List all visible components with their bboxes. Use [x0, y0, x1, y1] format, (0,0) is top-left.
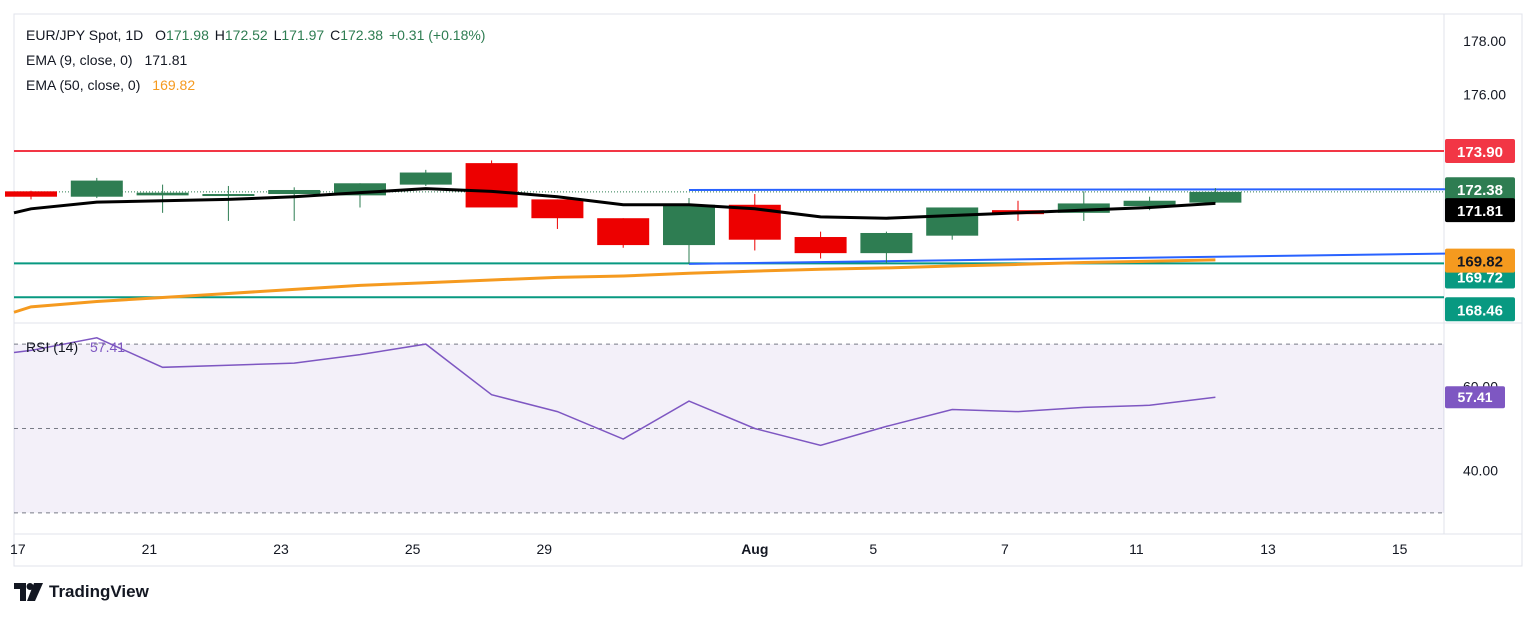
ema9-label: EMA (9, close, 0) — [26, 52, 133, 68]
ema50-line — [13, 258, 1216, 314]
time-tick-label: 15 — [1392, 541, 1408, 557]
candle-body — [1057, 203, 1110, 213]
brand-logo[interactable]: TradingView — [14, 582, 149, 602]
low-label: L — [273, 27, 282, 43]
ema50-value: 169.82 — [152, 77, 196, 93]
close-label: C — [330, 27, 341, 43]
time-tick-label: 5 — [869, 541, 877, 557]
time-tick-label: 23 — [273, 541, 289, 557]
ema50-legend: EMA (50, close, 0) 169.82 — [26, 77, 197, 93]
candle-body — [663, 204, 715, 246]
time-tick-label: 29 — [536, 541, 552, 557]
symbol-legend: EUR/JPY Spot, 1D O171.98 H172.52 L171.97… — [26, 27, 487, 43]
rsi-legend: RSI (14) 57.41 — [26, 339, 127, 355]
time-tick-label: 13 — [1260, 541, 1276, 557]
candle-body — [465, 163, 518, 208]
symbol-name: EUR/JPY Spot, 1D — [26, 27, 144, 43]
candle-body — [268, 189, 321, 195]
price-close-tag — [1445, 177, 1515, 202]
rsi-value-tag — [1445, 386, 1505, 409]
rsi-label: RSI (14) — [26, 339, 79, 355]
high-label: H — [214, 27, 225, 43]
rsi-tick-label: 40.00 — [1463, 463, 1498, 479]
time-tick-label: Aug — [741, 541, 768, 557]
candle-body — [531, 199, 584, 219]
rsi-value-tag-label: 57.41 — [1457, 389, 1492, 405]
time-tick-label: 17 — [10, 541, 26, 557]
channel-upper-line — [688, 188, 1479, 191]
candle-body — [926, 207, 979, 236]
rsi-value: 57.41 — [90, 339, 126, 355]
price-close-tag-label: 172.38 — [1457, 182, 1503, 199]
price-ema50-tag-label: 169.82 — [1457, 254, 1503, 271]
chart-frame — [13, 13, 1523, 567]
price-tick-label: 176.00 — [1463, 87, 1506, 103]
candle-body — [399, 172, 452, 185]
open-value: 171.98 — [166, 27, 209, 43]
ema9-legend: EMA (9, close, 0) 171.81 — [26, 52, 189, 68]
price-tick-label: 178.00 — [1463, 33, 1506, 49]
level-2-tag-label: 168.46 — [1457, 302, 1503, 319]
level-1-tag-label: 169.72 — [1457, 270, 1503, 287]
time-tick-label: 11 — [1129, 541, 1144, 557]
candle-body — [597, 218, 650, 246]
level-0-tag-label: 173.90 — [1457, 144, 1503, 161]
candle-body — [860, 232, 913, 254]
level-0-tag — [1445, 139, 1515, 164]
candle-body — [794, 237, 847, 254]
price-ema9-tag-label: 171.81 — [1457, 203, 1503, 220]
open-label: O — [155, 27, 167, 43]
low-value: 171.97 — [281, 27, 325, 43]
level-2-tag — [1445, 297, 1515, 322]
price-ema50-tag — [1445, 248, 1515, 273]
brand-name: TradingView — [49, 582, 149, 601]
candle-body — [70, 180, 123, 197]
tradingview-logo-icon — [14, 583, 43, 601]
time-tick-label: 7 — [1001, 541, 1009, 557]
price-ema9-tag — [1445, 198, 1515, 223]
price-pane — [5, 150, 1479, 314]
high-value: 172.52 — [224, 27, 268, 43]
rsi-pane — [13, 336, 1444, 514]
ema9-value: 171.81 — [144, 52, 188, 68]
candle-body — [1189, 191, 1242, 203]
time-tick-label: 25 — [405, 541, 421, 557]
time-tick-label: 21 — [142, 541, 158, 557]
channel-lower-line — [688, 252, 1479, 265]
candle-body — [202, 194, 255, 197]
ema50-label: EMA (50, close, 0) — [26, 77, 141, 93]
candle-body — [136, 192, 189, 196]
ema9-line — [13, 187, 1216, 220]
axes: 178.00 176.00 173.90 169.72 168.46 172.38 171.… — [10, 33, 1515, 557]
rsi-line — [13, 336, 1216, 447]
candle-body — [1123, 200, 1176, 207]
candle-body — [5, 191, 57, 197]
change-value: +0.31 (+0.18%) — [388, 27, 486, 43]
close-value: 172.38 — [340, 27, 384, 43]
